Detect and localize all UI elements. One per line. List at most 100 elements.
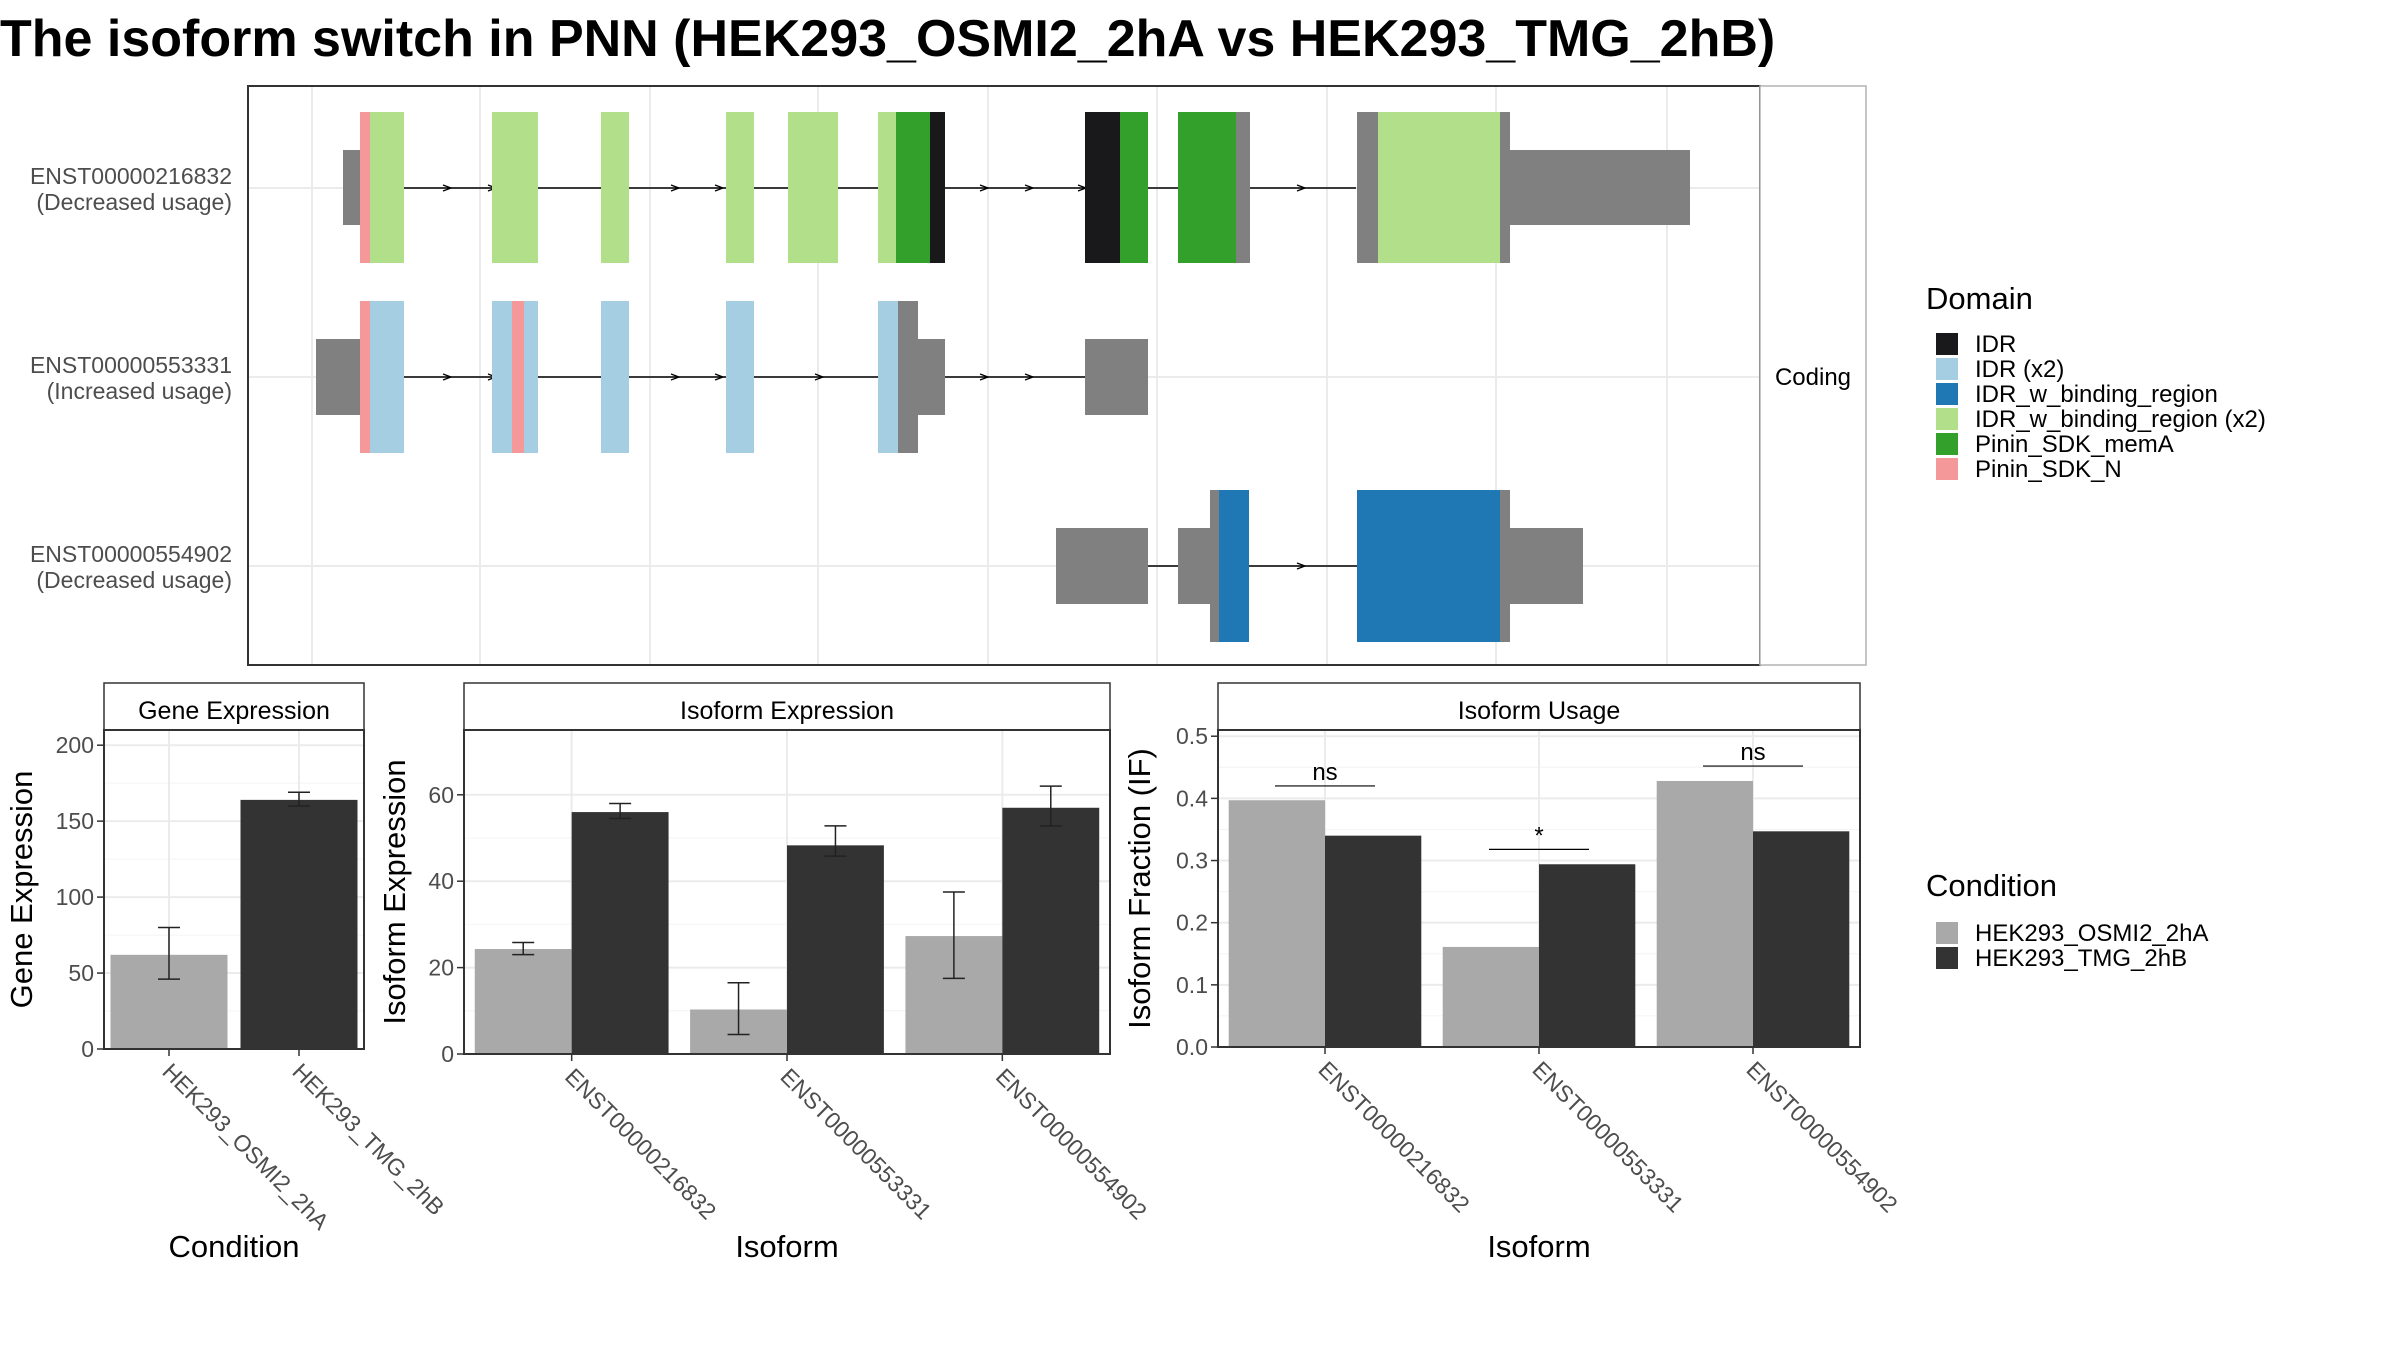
x-tick-label: ENST00000216832 [1313,1056,1474,1217]
intron-direction-arrow [1024,184,1035,192]
intron-direction-arrow [670,184,681,192]
intron-direction-arrow [1296,562,1307,570]
x-tick-label: ENST00000216832 [560,1063,721,1224]
domain-legend-key [1936,358,1958,380]
bar-HEK293_OSMI2_2hA [1228,800,1325,1047]
isoform3-exon-idr-binding [1219,490,1249,642]
panel-title: Gene Expression [138,697,330,725]
isoform1-exon-utr [1357,112,1378,263]
x-axis-title: Condition [169,1229,300,1264]
condition-legend-label: HEK293_TMG_2hB [1975,945,2187,972]
isoform2-exon-pinin-sdk-n [360,301,370,453]
bar-HEK293_TMG_2hB [1753,831,1850,1047]
y-axis-title: Gene Expression [4,771,39,1009]
intron-direction-arrow [714,373,725,381]
isoform2-exon-utr [898,301,918,453]
y-tick-label: 20 [428,955,454,981]
intron-direction-arrow [979,373,990,381]
y-tick-label: 0.4 [1176,785,1208,811]
bar-HEK293_TMG_2hB [571,812,669,1054]
isoform1-exon-idr-binding-x2 [601,112,629,263]
isoform1-exon-pinin-sdk-mema [1120,112,1148,263]
domain-legend-key [1936,408,1958,430]
intron-direction-arrow [814,373,825,381]
domain-legend-label: Pinin_SDK_memA [1975,431,2174,458]
isoform3-utr [1510,528,1583,604]
isoform-row-id: ENST00000216832 [30,163,232,189]
intron-direction-arrow [442,184,453,192]
isoform2-exon-idr-x2 [878,301,898,453]
y-tick-label: 60 [428,782,454,808]
condition-legend-label: HEK293_OSMI2_2hA [1975,920,2208,947]
isoform-usage-panel: Isoform Usage ns * ns 0.0 0.1 0.2 0.3 0.4 0.5 ENST… [1122,682,1903,1264]
figure-title: The isoform switch in PNN (HEK293_OSMI2_… [0,10,1775,68]
isoform2-exon-idr-x2 [370,301,404,453]
isoform1-exon-idr-binding-x2 [878,112,896,263]
condition-legend-title: Condition [1926,868,2057,903]
intron-direction-arrow [1024,373,1035,381]
isoform3-exon-idr-binding [1357,490,1500,642]
x-axis-title: Isoform [735,1229,838,1264]
panel-strip [103,682,365,731]
isoform-row-id: ENST00000553331 [30,352,232,378]
domain-legend-label: IDR (x2) [1975,356,2064,383]
domain-legend-key [1936,458,1958,480]
condition-legend-key [1936,922,1958,944]
isoform2-exon-idr-x2 [492,301,512,453]
y-tick-label: 100 [56,884,94,910]
y-tick-label: 0 [81,1036,94,1062]
domain-legend-key [1936,333,1958,355]
isoform2-exon-idr-x2 [524,301,538,453]
isoform1-exon-idr-binding-x2 [726,112,754,263]
isoform2-exon-pinin-sdk-n [512,301,524,453]
intron-direction-arrow [1296,184,1307,192]
intron-direction-arrow [979,184,990,192]
y-tick-label: 0.3 [1176,848,1208,874]
significance-label: ns [1312,759,1337,786]
isoform1-exon-utr [1236,112,1250,263]
isoform1-exon-utr [1500,112,1510,263]
isoform3-exon-utr [1500,490,1510,642]
x-tick-label: ENST00000553331 [1527,1056,1688,1217]
domain-legend-label: IDR_w_binding_region (x2) [1975,406,2266,433]
domain-legend-key [1936,433,1958,455]
x-axis-title: Isoform [1487,1229,1590,1264]
bar-HEK293_OSMI2_2hA [474,949,572,1054]
isoform-row-id: ENST00000554902 [30,541,232,567]
isoform2-exon-idr-x2 [601,301,629,453]
condition-legend-key [1936,947,1958,969]
isoform-row-note: (Decreased usage) [36,189,232,215]
bar-HEK293_OSMI2_2hA [1656,780,1753,1047]
isoform1-utr [343,150,360,225]
y-tick-label: 0 [441,1041,454,1067]
plot-frame [103,729,365,1050]
isoform3-exon-utr [1210,490,1219,642]
y-axis-title: Isoform Fraction (IF) [1122,748,1157,1029]
x-tick-label: ENST00000553331 [775,1063,936,1224]
isoform1-exon-idr [930,112,945,263]
y-tick-label: 150 [56,808,94,834]
isoform1-exon-idr-binding-x2 [370,112,404,263]
isoform1-exon-idr-binding-x2 [492,112,538,263]
y-tick-label: 0.2 [1176,910,1208,936]
isoform1-exon-idr-binding-x2 [1378,112,1500,263]
isoform1-exon-pinin-sdk-mema [896,112,930,263]
domain-legend-label: IDR [1975,331,2016,358]
isoform1-exon-idr-binding-x2 [788,112,838,263]
isoform1-exon-pinin-sdk-n [360,112,370,263]
x-tick-label: ENST00000554902 [1741,1056,1902,1217]
domain-legend-label: IDR_w_binding_region [1975,381,2218,408]
isoform-row-note: (Decreased usage) [36,567,232,593]
panel-title: Isoform Expression [680,697,894,725]
facet-label-coding: Coding [1775,364,1851,391]
isoform-row-note: (Increased usage) [47,378,232,404]
y-tick-label: 200 [56,732,94,758]
bar-HEK293_TMG_2hB [1325,835,1422,1047]
significance-label: * [1534,822,1543,849]
y-tick-label: 0.5 [1176,723,1208,749]
y-tick-label: 50 [68,960,94,986]
bar-HEK293_TMG_2hB [1002,807,1100,1054]
isoform3-utr [1056,528,1148,604]
isoform2-utr [316,339,360,415]
